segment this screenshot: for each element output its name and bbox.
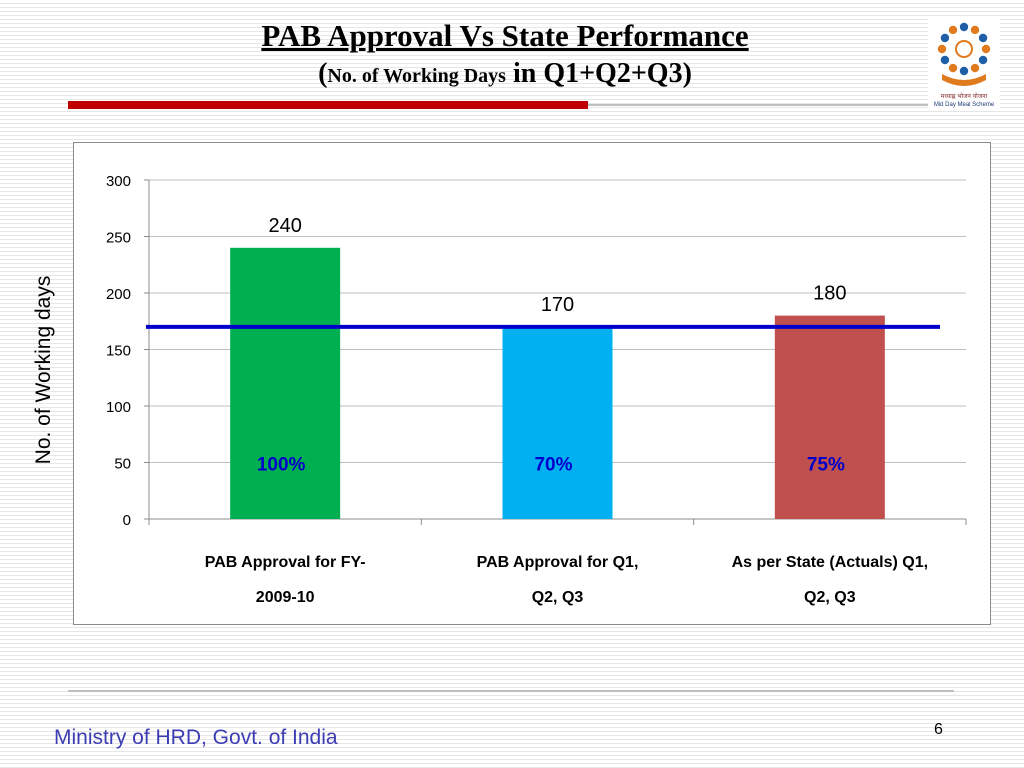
y-tick-label: 50 bbox=[114, 456, 131, 473]
logo-figure bbox=[948, 25, 958, 35]
y-tick-label: 100 bbox=[106, 399, 131, 416]
page-number: 6 bbox=[934, 721, 943, 738]
slide-title: PAB Approval Vs State Performance (No. o… bbox=[150, 16, 860, 94]
title-subtitle: (No. of Working Days in Q1+Q2+Q3) bbox=[150, 56, 860, 94]
bar bbox=[774, 315, 885, 519]
y-tick-label: 300 bbox=[106, 173, 131, 190]
y-axis-title: No. of Working days bbox=[32, 275, 55, 465]
data-label: 180 bbox=[813, 283, 846, 305]
data-label: 240 bbox=[268, 215, 301, 237]
logo-figures-ring bbox=[937, 22, 991, 76]
category-label: PAB Approval for FY- bbox=[205, 554, 366, 571]
logo-figure bbox=[937, 44, 947, 54]
category-label: 2009-10 bbox=[256, 589, 315, 606]
logo-book bbox=[942, 74, 986, 86]
logo-figure bbox=[948, 63, 958, 73]
y-tick-label: 250 bbox=[106, 230, 131, 247]
percent-label: 70% bbox=[534, 455, 572, 476]
logo-figure bbox=[978, 33, 988, 43]
chart-area: 0 50 100 150 200 250 300 240 100% PAB Approval fo… bbox=[73, 142, 991, 625]
subtitle-rest-text: in Q1+Q2+Q3) bbox=[505, 58, 692, 89]
subtitle-open-paren: ( bbox=[318, 58, 328, 89]
mid-day-meal-logo: मध्याह्न भोजन योजना Mid Day Meal Scheme bbox=[928, 16, 1000, 108]
category-label: Q2, Q3 bbox=[532, 589, 584, 606]
data-label: 170 bbox=[541, 294, 574, 316]
logo-center bbox=[955, 40, 973, 58]
logo-figure bbox=[940, 33, 950, 43]
footer-ministry: Ministry of HRD, Govt. of India bbox=[54, 726, 338, 749]
percent-label: 75% bbox=[807, 455, 845, 476]
title-grey-rule bbox=[588, 104, 928, 106]
title-red-rule bbox=[68, 101, 588, 109]
logo-figure bbox=[970, 63, 980, 73]
y-tick-label: 0 bbox=[123, 512, 131, 529]
y-tick-label: 150 bbox=[106, 343, 131, 360]
title-main: PAB Approval Vs State Performance bbox=[261, 18, 749, 53]
logo-hindi-text: मध्याह्न भोजन योजना bbox=[941, 92, 988, 100]
logo-figure bbox=[959, 22, 969, 32]
subtitle-small-text: No. of Working Days bbox=[327, 65, 506, 87]
logo-graphic: मध्याह्न भोजन योजना Mid Day Meal Scheme bbox=[934, 22, 995, 108]
logo-figure bbox=[978, 55, 988, 65]
y-tick-label: 200 bbox=[106, 286, 131, 303]
logo-figure bbox=[959, 66, 969, 76]
category-label: PAB Approval for Q1, bbox=[477, 554, 639, 571]
logo-figure bbox=[970, 25, 980, 35]
logo-figure bbox=[981, 44, 991, 54]
logo-english-text: Mid Day Meal Scheme bbox=[934, 102, 995, 108]
logo-figure bbox=[940, 55, 950, 65]
percent-label: 100% bbox=[257, 455, 306, 476]
category-label: Q2, Q3 bbox=[804, 589, 856, 606]
bar bbox=[230, 247, 341, 520]
footer-rule bbox=[68, 690, 954, 692]
category-label: As per State (Actuals) Q1, bbox=[732, 554, 929, 571]
bar bbox=[502, 326, 613, 519]
bar-chart: 0 50 100 150 200 250 300 240 100% PAB Approval fo… bbox=[106, 173, 967, 606]
